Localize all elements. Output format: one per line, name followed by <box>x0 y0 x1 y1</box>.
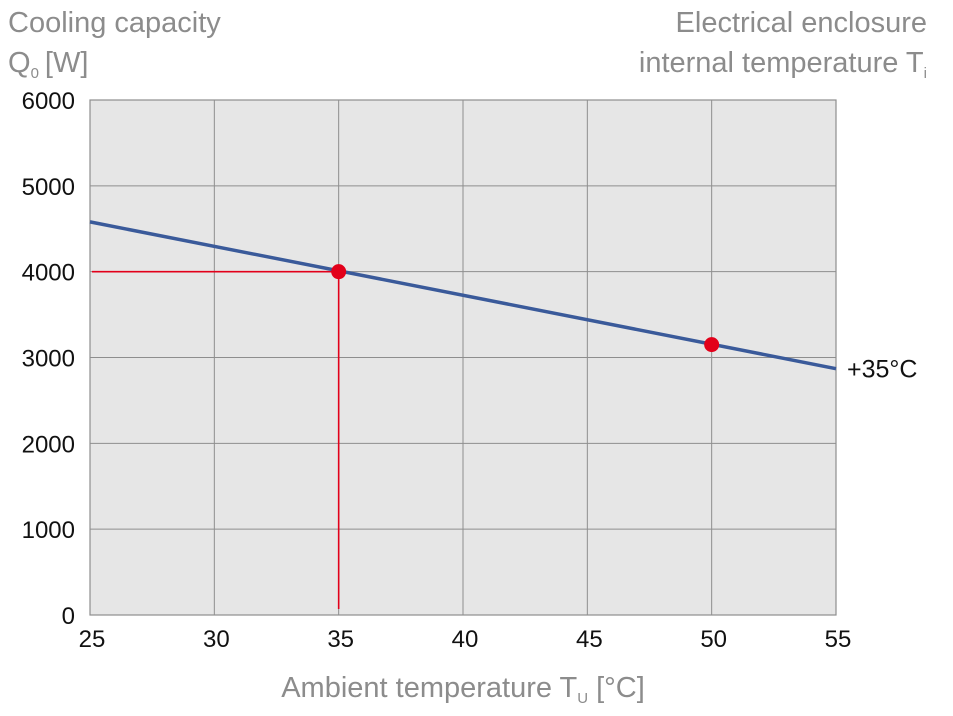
y-tick-label-0: 0 <box>62 603 75 630</box>
y-tick-label-2000: 2000 <box>22 431 75 458</box>
series-group: +35°C <box>89 220 917 384</box>
y-axis-title-line1: Cooling capacity <box>8 7 221 39</box>
y-axis-unit-label: Q0 [W] <box>8 47 88 82</box>
x-axis-title: Ambient temperature TU [°C] <box>281 672 645 707</box>
y-tick-labels: 0 1000 2000 3000 4000 5000 6000 <box>22 88 75 630</box>
x-tick-label-30: 30 <box>203 626 230 653</box>
guide-lines <box>92 270 340 609</box>
series-label-0: +35°C <box>847 356 917 384</box>
x-tick-label-50: 50 <box>700 626 727 653</box>
x-tick-label-35: 35 <box>327 626 354 653</box>
y-tick-label-4000: 4000 <box>22 260 75 287</box>
data-point-50 <box>704 337 720 353</box>
x-tick-label-45: 45 <box>576 626 603 653</box>
y-tick-label-1000: 1000 <box>22 517 75 544</box>
grid <box>89 99 837 616</box>
y-tick-label-6000: 6000 <box>22 88 75 115</box>
y-tick-label-5000: 5000 <box>22 174 75 201</box>
data-point-35 <box>331 264 347 280</box>
legend-title-line2: internal temperature Ti <box>639 47 927 82</box>
x-tick-label-55: 55 <box>825 626 852 653</box>
x-tick-label-40: 40 <box>452 626 479 653</box>
legend-title-line1: Electrical enclosure <box>676 7 927 39</box>
y-tick-label-3000: 3000 <box>22 346 75 373</box>
y-axis-title: Cooling capacity <box>8 7 221 39</box>
x-tick-label-25: 25 <box>79 626 106 653</box>
x-tick-labels: 25 30 35 40 45 50 55 <box>79 626 852 653</box>
